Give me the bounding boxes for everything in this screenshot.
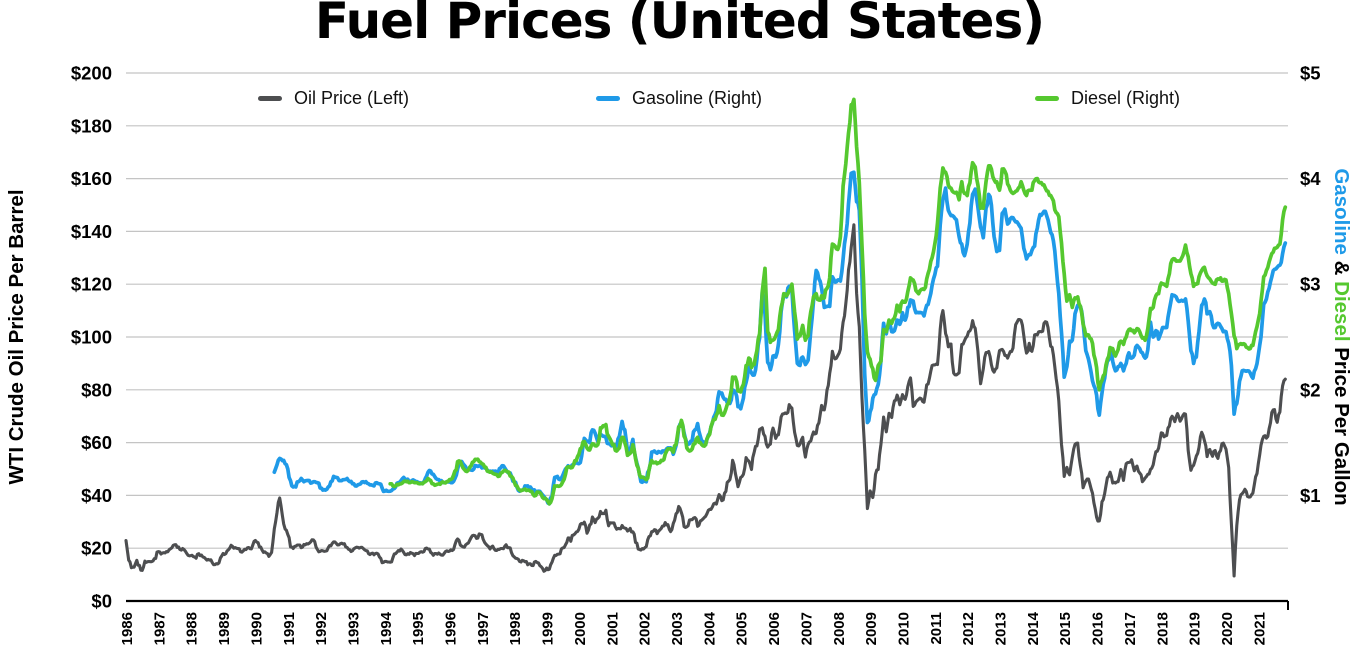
x-axis-tick-label: 1988 <box>184 612 201 645</box>
x-axis-tick-label: 2001 <box>604 612 621 645</box>
left-axis-tick-label: $140 <box>71 221 112 242</box>
right-axis-title-part: Price Per Gallon <box>1330 341 1353 506</box>
legend-item-gasoline: Gasoline (Right) <box>596 88 762 109</box>
x-axis-tick-label: 2002 <box>637 612 654 645</box>
x-axis-tick-label: 1986 <box>119 612 136 645</box>
left-axis-tick-label: $60 <box>81 432 112 453</box>
left-axis-tick-label: $0 <box>91 591 112 612</box>
x-axis-tick-label: 1990 <box>248 612 265 645</box>
x-axis-tick-label: 2012 <box>960 612 977 645</box>
right-axis-tick-label: $5 <box>1300 63 1321 84</box>
right-axis-tick-label: $4 <box>1300 168 1321 189</box>
x-axis-tick-label: 1991 <box>281 612 298 645</box>
chart-title: Fuel Prices (United States) <box>314 0 1045 50</box>
x-axis-tick-label: 1987 <box>151 612 168 645</box>
right-axis-tick-label: $1 <box>1300 485 1321 506</box>
x-axis-tick-label: 2010 <box>895 612 912 645</box>
x-axis-tick-label: 2008 <box>831 612 848 645</box>
x-axis-tick-label: 1998 <box>507 612 524 645</box>
x-axis-tick-label: 1994 <box>378 611 395 645</box>
x-axis-tick-label: 2000 <box>572 612 589 645</box>
x-axis-tick-label: 2016 <box>1090 612 1107 645</box>
x-axis-tick-label: 2021 <box>1251 612 1268 645</box>
x-axis-tick-label: 1999 <box>540 612 557 645</box>
x-axis-tick-label: 1996 <box>443 612 460 645</box>
x-axis-tick-label: 1995 <box>410 612 427 645</box>
right-axis-tick-label: $3 <box>1300 274 1321 295</box>
x-axis-tick-label: 1992 <box>313 612 330 645</box>
series-line-gasoline-right <box>272 170 1288 506</box>
legend-item-diesel: Diesel (Right) <box>1035 88 1180 109</box>
left-axis-tick-label: $80 <box>81 379 112 400</box>
legend-label-oil-price: Oil Price (Left) <box>294 88 410 108</box>
x-axis-tick-label: 2017 <box>1122 612 1139 645</box>
x-axis-tick-label: 2007 <box>798 612 815 645</box>
left-axis-tick-label: $20 <box>81 538 112 559</box>
right-axis-title-part: Diesel <box>1330 281 1353 342</box>
right-axis-title-part: Gasoline <box>1330 168 1353 255</box>
right-axis-title-part: & <box>1330 254 1353 282</box>
left-axis-tick-label: $200 <box>71 63 112 84</box>
diesel-legend-dash-icon <box>1035 96 1059 101</box>
series-line-diesel-right <box>388 97 1288 506</box>
x-axis-tick-label: 2020 <box>1219 612 1236 645</box>
legend-label-gasoline: Gasoline (Right) <box>632 88 763 108</box>
x-axis-tick-label: 1993 <box>345 612 362 645</box>
x-axis-tick-label: 2005 <box>734 612 751 645</box>
left-axis-tick-label: $160 <box>71 168 112 189</box>
x-axis-tick-label: 1989 <box>216 612 233 645</box>
gasoline-legend-dash-icon <box>596 96 620 101</box>
x-axis-tick-label: 2018 <box>1154 612 1171 645</box>
series-line-oil-price-left <box>124 223 1287 578</box>
x-axis-tick-label: 2015 <box>1057 612 1074 645</box>
left-axis-title: WTI Crude Oil Price Per Barrel <box>5 189 28 485</box>
left-axis-tick-label: $180 <box>71 115 112 136</box>
x-axis-tick-label: 2013 <box>993 612 1010 645</box>
left-axis-tick-label: $120 <box>71 274 112 295</box>
legend-item-oil-price: Oil Price (Left) <box>258 88 409 109</box>
x-axis-tick-label: 2014 <box>1025 611 1042 645</box>
oil-price-legend-dash-icon <box>258 96 282 101</box>
x-axis-tick-label: 2004 <box>701 611 718 645</box>
legend-label-diesel: Diesel (Right) <box>1071 88 1181 108</box>
right-axis-tick-label: $2 <box>1300 379 1321 400</box>
x-axis-tick-label: 2009 <box>863 612 880 645</box>
x-axis-tick-label: 1997 <box>475 612 492 645</box>
left-axis-tick-label: $40 <box>81 485 112 506</box>
x-axis-tick-label: 2006 <box>766 612 783 645</box>
x-axis-tick-label: 2003 <box>669 612 686 645</box>
x-axis-tick-label: 2011 <box>928 612 945 645</box>
x-axis-tick-label: 2019 <box>1187 612 1204 645</box>
right-axis-title: Gasoline & Diesel Price Per Gallon <box>1329 168 1353 505</box>
left-axis-tick-label: $100 <box>71 327 112 348</box>
